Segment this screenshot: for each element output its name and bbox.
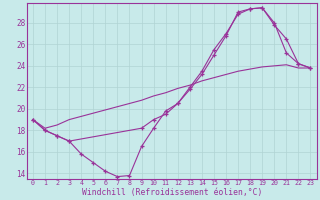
X-axis label: Windchill (Refroidissement éolien,°C): Windchill (Refroidissement éolien,°C) <box>82 188 262 197</box>
